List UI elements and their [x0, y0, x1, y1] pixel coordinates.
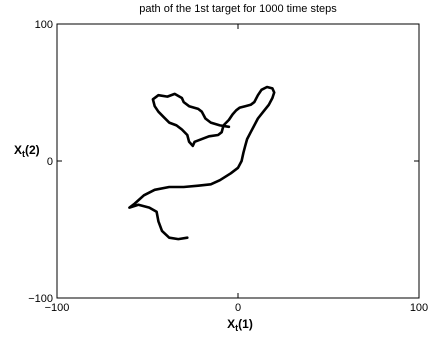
x-tick-label: −100	[45, 302, 70, 314]
plot-frame	[56, 23, 420, 299]
x-axis-label-main: X	[227, 317, 235, 331]
x-axis-label-suffix: (1)	[238, 317, 253, 331]
y-axis-label: Xt(2)	[14, 143, 40, 159]
target-path-line	[128, 85, 276, 241]
y-tick-label: 0	[47, 156, 53, 168]
y-axis-label-suffix: (2)	[25, 143, 40, 157]
axis-ticks	[56, 23, 420, 299]
x-axis-label-subscript: t	[235, 323, 238, 333]
y-axis-label-main: X	[14, 143, 22, 157]
chart-title: path of the 1st target for 1000 time ste…	[139, 3, 337, 15]
y-axis-label-subscript: t	[22, 149, 25, 159]
x-tick-label: 100	[410, 302, 428, 314]
axis-tick-labels: −100 0 100 −100 0 100	[28, 19, 428, 314]
x-axis-label: Xt(1)	[227, 317, 253, 333]
y-tick-label: −100	[28, 293, 53, 305]
x-tick-label: 0	[235, 302, 241, 314]
y-tick-label: 100	[35, 19, 53, 31]
